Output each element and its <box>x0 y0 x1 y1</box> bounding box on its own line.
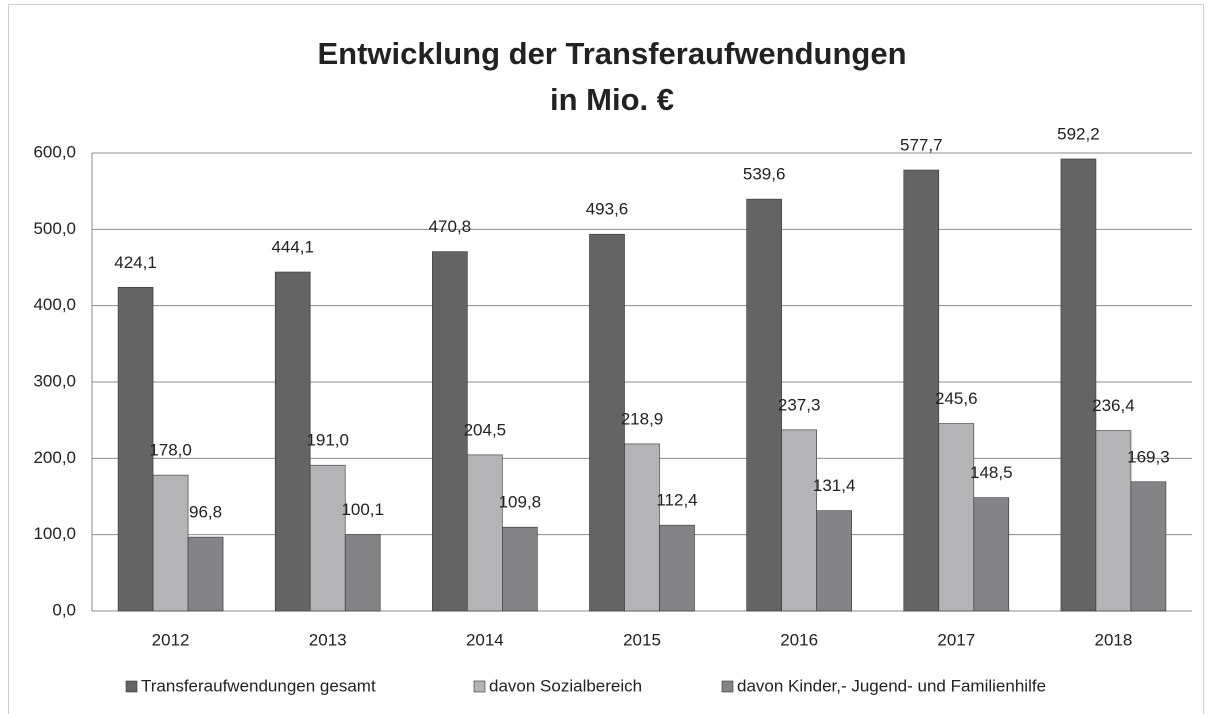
y-tick-label: 200,0 <box>33 448 76 467</box>
x-tick-label: 2018 <box>1095 630 1133 649</box>
bar <box>1095 430 1132 612</box>
data-label: 204,5 <box>464 420 507 439</box>
bar <box>187 536 224 612</box>
legend-label: davon Kinder,- Jugend- und Familienhilfe <box>737 676 1046 695</box>
data-label: 100,1 <box>341 500 384 519</box>
legend-swatch <box>125 680 138 693</box>
data-label: 493,6 <box>586 200 629 219</box>
x-tick-label: 2017 <box>937 630 975 649</box>
bar <box>973 497 1010 612</box>
legend-label: Transferaufwendungen gesamt <box>141 676 376 695</box>
data-label: 245,6 <box>935 389 978 408</box>
bar <box>502 526 538 612</box>
x-tick-label: 2015 <box>623 630 661 649</box>
x-tick-label: 2012 <box>152 630 190 649</box>
data-label: 96,8 <box>189 503 222 522</box>
bar <box>274 271 311 612</box>
bar <box>589 233 625 612</box>
chart-title: Entwicklung der Transferaufwendungen <box>317 36 906 71</box>
bar <box>152 474 189 612</box>
x-tick-label: 2014 <box>466 630 504 649</box>
legend-swatch <box>473 680 486 693</box>
data-label: 592,2 <box>1057 124 1100 143</box>
data-label: 539,6 <box>743 165 786 184</box>
x-tick-label: 2016 <box>780 630 818 649</box>
bar <box>467 454 503 612</box>
data-label: 470,8 <box>429 217 472 236</box>
chart-frame <box>8 4 1204 714</box>
data-label: 148,5 <box>970 463 1013 482</box>
data-label: 444,1 <box>271 237 314 256</box>
data-label: 424,1 <box>114 253 157 272</box>
legend-swatch <box>721 680 734 693</box>
bar <box>117 286 154 612</box>
bar <box>781 429 817 612</box>
y-tick-label: 100,0 <box>33 524 76 543</box>
data-label: 112,4 <box>656 491 697 510</box>
y-tick-label: 500,0 <box>33 219 76 238</box>
data-label: 178,0 <box>149 441 192 460</box>
legend-label: davon Sozialbereich <box>489 676 642 695</box>
data-label: 218,9 <box>621 409 664 428</box>
data-label: 109,8 <box>499 493 542 512</box>
data-label: 237,3 <box>778 395 821 414</box>
y-tick-label: 0,0 <box>52 600 76 619</box>
data-label: 169,3 <box>1127 447 1170 466</box>
bar <box>432 251 468 612</box>
bar <box>903 169 940 612</box>
data-label: 577,7 <box>900 136 943 155</box>
y-tick-label: 600,0 <box>33 142 76 161</box>
bar <box>938 423 975 612</box>
data-label: 191,0 <box>306 431 349 450</box>
y-tick-label: 400,0 <box>33 295 76 314</box>
bar <box>816 510 852 612</box>
bar <box>344 534 381 612</box>
data-label: 236,4 <box>1092 396 1135 415</box>
bar <box>1130 481 1167 612</box>
bar <box>309 464 346 612</box>
x-tick-label: 2013 <box>309 630 347 649</box>
chart-title: in Mio. € <box>550 82 674 117</box>
bar <box>659 524 695 612</box>
bar <box>746 198 782 612</box>
data-label: 131,4 <box>813 476 856 495</box>
bar <box>1060 158 1097 612</box>
bar <box>624 443 660 612</box>
y-tick-label: 300,0 <box>33 371 76 390</box>
